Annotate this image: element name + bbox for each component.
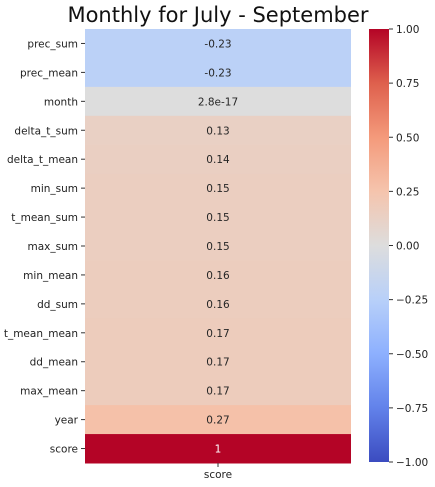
row-label: t_mean_sum (11, 212, 78, 224)
column-label: score (204, 469, 232, 481)
row-label: dd_mean (30, 357, 78, 369)
cell-annotation: 0.17 (206, 328, 229, 340)
heatmap-cell (85, 376, 351, 406)
colorbar-tick-label: 1.00 (396, 24, 419, 36)
row-label: prec_mean (20, 67, 78, 79)
heatmap-cell (85, 86, 351, 117)
colorbar-tick-label: 0.00 (396, 241, 419, 253)
heatmap-cell (85, 115, 351, 146)
heatmap-cell (85, 144, 351, 175)
colorbar-tick-label: −0.25 (396, 295, 428, 307)
heatmap-cell (85, 231, 351, 261)
heatmap-cell (85, 260, 351, 290)
heatmap-cells (85, 29, 351, 464)
row-label: min_mean (23, 270, 78, 282)
heatmap-cell (85, 57, 351, 88)
row-label: dd_sum (37, 299, 78, 311)
cell-annotation: -0.23 (204, 38, 231, 50)
row-label: delta_t_mean (7, 154, 78, 166)
colorbar-tick-label: 0.75 (396, 78, 419, 90)
chart-title: Monthly for July - September (67, 3, 368, 27)
heatmap-cell (85, 29, 351, 59)
cell-annotation: -0.23 (204, 67, 231, 79)
colorbar-ticks: 1.00 0.75 0.50 0.25 0.00 −0.25 −0.50 −0.75 −1.00 (389, 24, 428, 469)
cell-annotation: 0.14 (206, 154, 230, 166)
row-label: year (55, 415, 79, 427)
colorbar-tick-label: −0.75 (396, 403, 428, 415)
cell-annotation: 0.27 (206, 415, 229, 427)
cell-annotation: 2.8e-17 (198, 96, 238, 108)
column-labels: score (204, 463, 232, 481)
cell-annotation: 0.15 (206, 212, 229, 224)
row-label: max_sum (28, 241, 78, 253)
row-label: month (44, 96, 78, 108)
cell-annotations: -0.23 -0.23 2.8e-17 0.13 0.14 0.15 0.15 0.15 0.1… (198, 38, 238, 455)
row-label: delta_t_sum (14, 125, 78, 137)
cell-annotation: 0.16 (206, 270, 230, 282)
heatmap-cell (85, 202, 351, 233)
colorbar-tick-label: 0.25 (396, 186, 419, 198)
colorbar (369, 29, 389, 462)
cell-annotation: 1 (215, 444, 222, 456)
row-label: t_mean_mean (4, 328, 78, 340)
row-label: prec_sum (27, 38, 78, 50)
colorbar-tick-label: −0.50 (396, 349, 428, 361)
row-label: min_sum (31, 183, 78, 195)
cell-annotation: 0.17 (206, 357, 229, 369)
heatmap-cell (85, 289, 351, 319)
heatmap-cell (85, 405, 351, 435)
row-label: score (50, 444, 78, 456)
cell-annotation: 0.15 (206, 241, 229, 253)
row-label: max_mean (20, 386, 78, 398)
cell-annotation: 0.17 (206, 386, 229, 398)
heatmap-cell (85, 173, 351, 204)
cell-annotation: 0.16 (206, 299, 230, 311)
cell-annotation: 0.15 (206, 183, 229, 195)
colorbar-tick-label: −1.00 (396, 457, 428, 469)
heatmap-cell (85, 318, 351, 348)
heatmap-cell (85, 347, 351, 377)
colorbar-tick-label: 0.50 (396, 132, 419, 144)
cell-annotation: 0.13 (206, 125, 229, 137)
heatmap-cell (85, 434, 351, 464)
